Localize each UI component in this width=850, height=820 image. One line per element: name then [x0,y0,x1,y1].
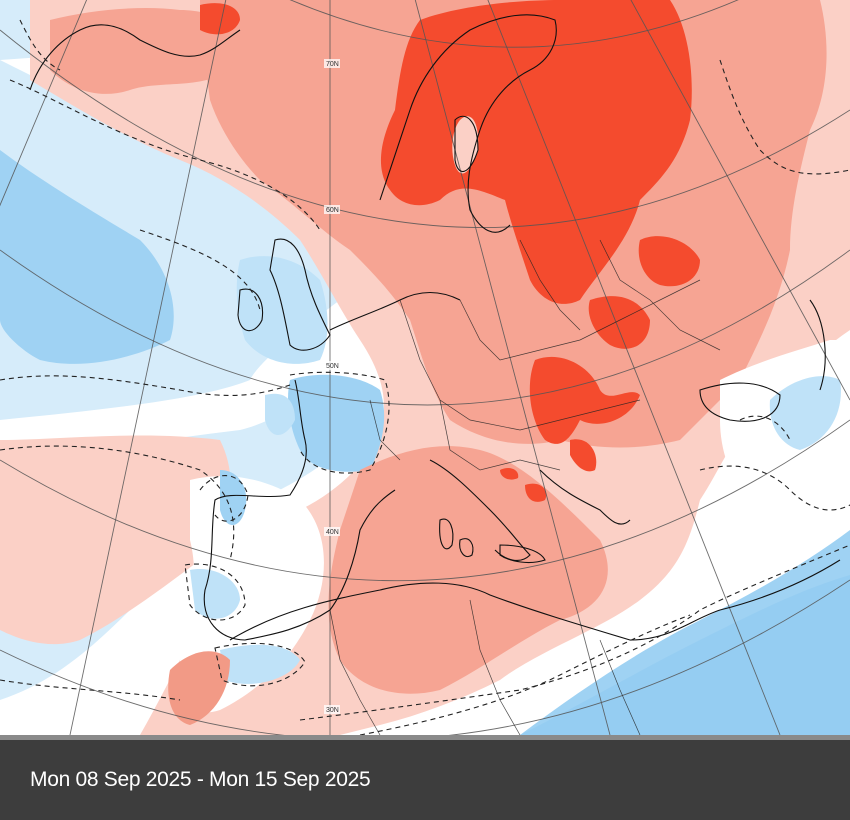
latitude-labels: 70N 60N 50N 40N 30N [324,59,340,714]
lat-label-70n: 70N [326,61,339,68]
map-caption-divider [0,735,850,740]
lat-label-50n: 50N [326,363,339,370]
temperature-anomaly-map: 70N 60N 50N 40N 30N [0,0,850,735]
caption-bar: Mon 08 Sep 2025 - Mon 15 Sep 2025 [0,740,850,820]
date-range-caption: Mon 08 Sep 2025 - Mon 15 Sep 2025 [30,768,371,791]
lat-label-30n: 30N [326,707,339,714]
map-canvas: 70N 60N 50N 40N 30N [0,0,850,735]
lat-label-40n: 40N [326,529,339,536]
lat-label-60n: 60N [326,207,339,214]
